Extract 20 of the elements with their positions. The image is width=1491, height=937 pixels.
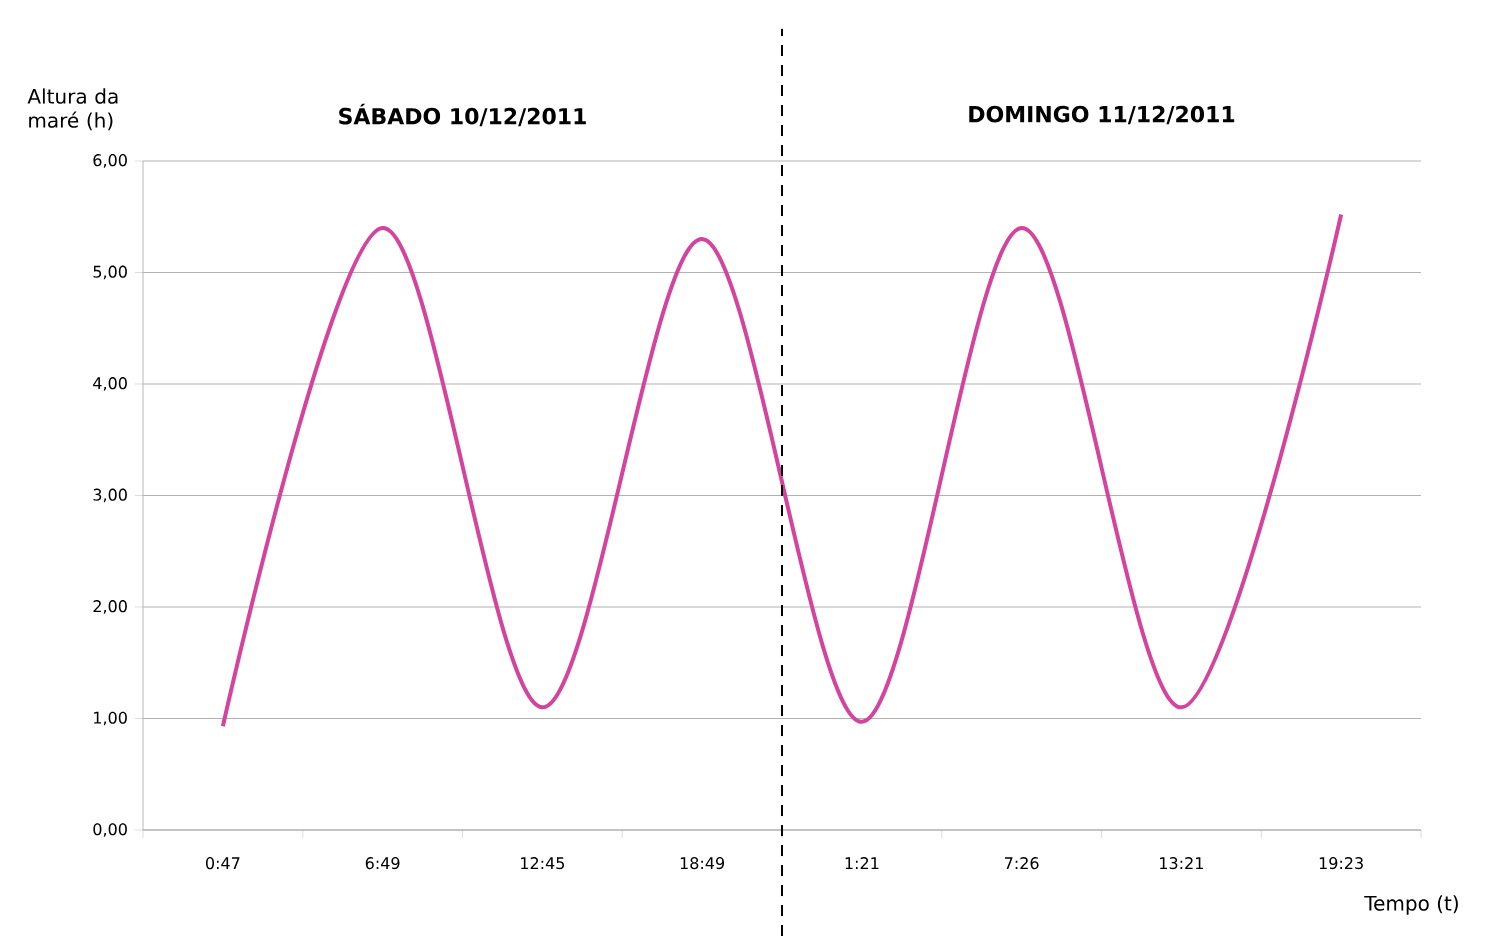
text: DOMINGO 11/12/2011 [969, 105, 1235, 125]
line-series [220, 212, 1344, 729]
x-tick-label: 0:47 [205, 857, 240, 870]
y-tick-label: 4,00 [93, 377, 127, 391]
x-tick-label: 7:26 [1004, 857, 1039, 870]
y-tick-label: 6,00 [93, 154, 127, 168]
y-tick-label: 0,00 [93, 823, 127, 837]
y-tick-label: 3,00 [93, 488, 127, 503]
text: SÁBADO 10/12/2011 [339, 103, 586, 127]
x-tick-label: 6:49 [365, 857, 400, 870]
y-tick-label: 5,00 [93, 265, 127, 280]
y-tick-label: 2,00 [93, 600, 127, 614]
x-axis-title: Tempo (t) [1364, 895, 1458, 915]
x-tick-label: 19:23 [1319, 857, 1363, 870]
x-tick-label: 13:21 [1160, 857, 1203, 870]
x-tick-label: 12:45 [521, 857, 565, 870]
x-tick-label: 1:21 [845, 857, 879, 869]
x-tick-label: 18:49 [680, 857, 725, 870]
y-tick-label: 1,00 [94, 711, 127, 726]
y-axis-title: Altura da maré (h) [27, 88, 118, 131]
